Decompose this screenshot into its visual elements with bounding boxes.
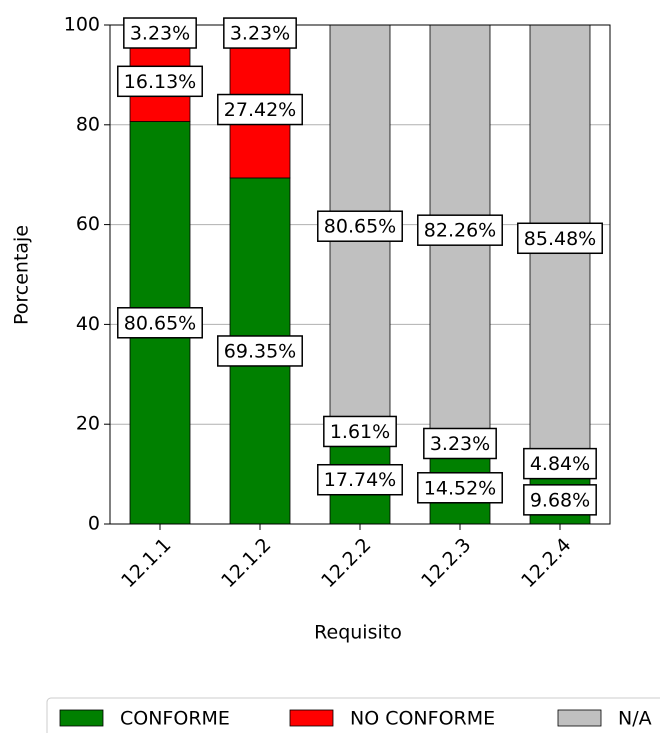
x-axis-label: Requisito [314, 622, 402, 644]
value-label-text: 3.23% [130, 23, 190, 45]
value-label-box [523, 447, 597, 480]
value-label-box [417, 472, 503, 504]
value-label: 3.23% [423, 427, 497, 460]
legend-label: NO CONFORME [350, 708, 495, 730]
value-label: 1.61% [323, 415, 397, 448]
value-label-box [317, 210, 403, 242]
value-label-box [523, 484, 597, 516]
value-label: 17.74% [317, 463, 403, 496]
value-label: 3.23% [123, 17, 197, 49]
y-axis-label: Porcentaje [11, 225, 33, 325]
legend-swatch [59, 709, 104, 727]
value-label: 69.35% [217, 335, 303, 367]
value-label-box [217, 335, 303, 367]
plot-frame [109, 24, 611, 525]
value-label-text: 9.68% [530, 489, 590, 511]
value-label-box [217, 93, 303, 126]
value-label-text: 80.65% [324, 216, 396, 238]
value-label-text: 3.23% [430, 433, 490, 455]
value-label: 4.84% [523, 447, 597, 480]
x-tick-label: 12.2.4 [517, 534, 575, 592]
y-tick-label: 80 [76, 113, 100, 135]
value-label-text: 4.84% [530, 453, 590, 475]
value-label-text: 85.48% [524, 228, 596, 250]
y-tick-label: 60 [76, 213, 100, 235]
legend-swatch [289, 709, 334, 727]
value-label-box [117, 307, 203, 339]
y-tick-label: 20 [76, 413, 100, 435]
legend-swatch [557, 709, 602, 727]
legend-label: N/A [618, 708, 652, 730]
value-label-box [117, 65, 203, 98]
value-label: 27.42% [217, 93, 303, 126]
x-tick-label: 12.2.2 [317, 534, 375, 592]
value-label-box [417, 214, 503, 246]
legend-label: CONFORME [120, 708, 230, 730]
x-tick-label: 12.1.2 [217, 534, 275, 592]
value-label-text: 80.65% [124, 312, 196, 334]
y-tick-label: 40 [76, 313, 100, 335]
value-label: 16.13% [117, 65, 203, 98]
value-label-box [517, 222, 603, 255]
value-label: 80.65% [117, 307, 203, 339]
value-label: 9.68% [523, 484, 597, 516]
value-label: 82.26% [417, 214, 503, 246]
value-label-box [423, 427, 497, 460]
value-label: 14.52% [417, 472, 503, 504]
value-label-text: 1.61% [330, 421, 390, 443]
value-label-text: 17.74% [324, 469, 396, 491]
value-label-text: 27.42% [224, 99, 296, 121]
value-label-text: 16.13% [124, 71, 196, 93]
value-label-box [223, 17, 297, 49]
value-label-box [317, 463, 403, 496]
value-label-box [323, 415, 397, 448]
value-label: 3.23% [223, 17, 297, 49]
value-label-text: 69.35% [224, 340, 296, 362]
value-label: 80.65% [317, 210, 403, 242]
x-tick-label: 12.2.3 [417, 534, 475, 592]
value-label-text: 14.52% [424, 477, 496, 499]
legend-frame [46, 697, 660, 733]
y-tick-label: 0 [88, 513, 100, 535]
value-label-box [123, 17, 197, 49]
value-label-text: 3.23% [230, 23, 290, 45]
x-tick-label: 12.1.1 [117, 534, 175, 592]
y-tick-label: 100 [64, 14, 100, 36]
value-label-text: 82.26% [424, 220, 496, 242]
value-label: 85.48% [517, 222, 603, 255]
